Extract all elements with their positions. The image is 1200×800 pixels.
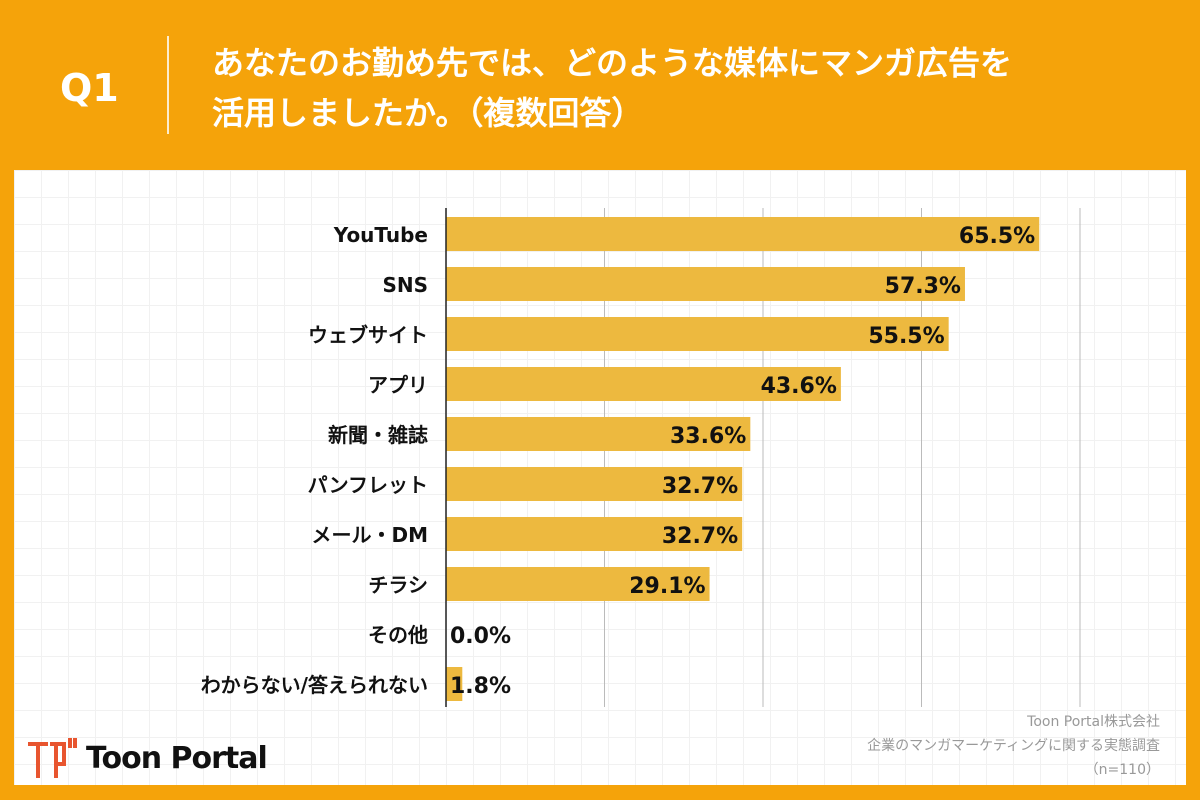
- category-label: ウェブサイト: [308, 323, 428, 347]
- data-label: 29.1%: [629, 574, 705, 599]
- category-label: パンフレット: [308, 473, 428, 497]
- sample-size: （n=110）: [1084, 762, 1160, 778]
- title-line-2: 活用しましたか。（複数回答）: [212, 94, 644, 132]
- bar: [446, 267, 965, 301]
- category-label: YouTube: [333, 223, 428, 247]
- data-label: 0.0%: [450, 624, 511, 649]
- category-label: チラシ: [368, 573, 428, 597]
- data-label: 57.3%: [885, 274, 961, 299]
- bar: [446, 517, 743, 551]
- category-label: SNS: [382, 273, 428, 297]
- logo-text: Toon Portal: [86, 740, 268, 776]
- bar: [446, 367, 841, 401]
- data-label: 65.5%: [959, 224, 1035, 249]
- data-label: 55.5%: [868, 324, 944, 349]
- question-number: Q1: [60, 66, 119, 110]
- category-label: アプリ: [368, 373, 428, 397]
- data-label: 43.6%: [761, 374, 837, 399]
- title-line-1: あなたのお勤め先では、どのような媒体にマンガ広告を: [212, 44, 1013, 82]
- data-label: 1.8%: [450, 674, 511, 699]
- source-note: Toon Portal株式会社 企業のマンガマーケティングに関する実態調査 （n…: [867, 710, 1160, 782]
- logo-mark-icon: [28, 738, 77, 778]
- category-label: 新聞・雑誌: [328, 423, 428, 447]
- data-label: 33.6%: [670, 424, 746, 449]
- bar: [446, 467, 743, 501]
- category-label: わからない/答えられない: [201, 673, 428, 697]
- category-label: その他: [368, 623, 428, 647]
- category-label: メール・DM: [311, 523, 428, 547]
- data-label: 32.7%: [662, 524, 738, 549]
- source-company: Toon Portal株式会社: [1027, 714, 1160, 730]
- source-survey: 企業のマンガマーケティングに関する実態調査: [867, 738, 1160, 754]
- divider: [167, 36, 169, 134]
- bar: [446, 667, 463, 701]
- bar: [446, 567, 710, 601]
- toon-portal-logo: Toon Portal: [26, 736, 268, 780]
- bar: [446, 317, 949, 351]
- data-label: 32.7%: [662, 474, 738, 499]
- bar: [446, 417, 751, 451]
- bar: [446, 217, 1040, 251]
- question-title: あなたのお勤め先では、どのような媒体にマンガ広告を 活用しましたか。（複数回答）: [212, 38, 1172, 138]
